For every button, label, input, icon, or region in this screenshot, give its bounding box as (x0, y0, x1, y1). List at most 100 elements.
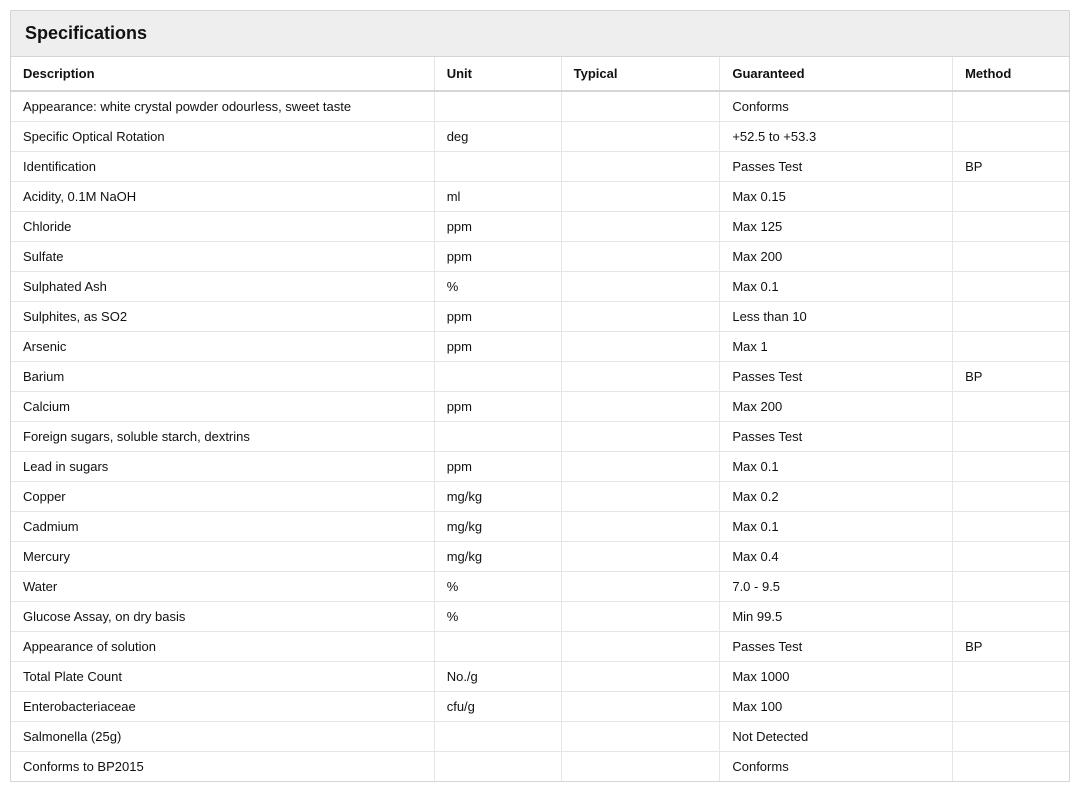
cell-description: Calcium (11, 392, 434, 422)
cell-unit: mg/kg (434, 512, 561, 542)
cell-method (953, 272, 1069, 302)
cell-unit (434, 362, 561, 392)
cell-unit: No./g (434, 662, 561, 692)
cell-description: Lead in sugars (11, 452, 434, 482)
cell-typical (561, 662, 720, 692)
cell-description: Sulphated Ash (11, 272, 434, 302)
cell-description: Enterobacteriaceae (11, 692, 434, 722)
table-row: Lead in sugarsppmMax 0.1 (11, 452, 1069, 482)
cell-guaranteed: Max 0.15 (720, 182, 953, 212)
cell-method (953, 91, 1069, 122)
cell-guaranteed: Passes Test (720, 362, 953, 392)
table-row: Identification Passes TestBP (11, 152, 1069, 182)
cell-unit (434, 752, 561, 782)
cell-description: Identification (11, 152, 434, 182)
cell-guaranteed: Max 0.1 (720, 272, 953, 302)
table-row: Coppermg/kgMax 0.2 (11, 482, 1069, 512)
table-body: Appearance: white crystal powder odourle… (11, 91, 1069, 781)
table-row: Appearance: white crystal powder odourle… (11, 91, 1069, 122)
cell-guaranteed: Min 99.5 (720, 602, 953, 632)
cell-method (953, 602, 1069, 632)
specifications-table: DescriptionUnitTypicalGuaranteedMethod A… (11, 57, 1069, 781)
table-row: Appearance of solutionPasses TestBP (11, 632, 1069, 662)
cell-description: Acidity, 0.1M NaOH (11, 182, 434, 212)
cell-unit: deg (434, 122, 561, 152)
cell-method (953, 752, 1069, 782)
table-row: SulfateppmMax 200 (11, 242, 1069, 272)
cell-guaranteed: Less than 10 (720, 302, 953, 332)
cell-unit: ppm (434, 452, 561, 482)
column-header-typical: Typical (561, 57, 720, 91)
cell-typical (561, 602, 720, 632)
cell-guaranteed: Max 200 (720, 242, 953, 272)
cell-description: Salmonella (25g) (11, 722, 434, 752)
table-row: Conforms to BP2015 Conforms (11, 752, 1069, 782)
cell-typical (561, 422, 720, 452)
cell-typical (561, 182, 720, 212)
cell-typical (561, 482, 720, 512)
table-row: Acidity, 0.1M NaOHmlMax 0.15 (11, 182, 1069, 212)
cell-description: Conforms to BP2015 (11, 752, 434, 782)
cell-description: Total Plate Count (11, 662, 434, 692)
cell-guaranteed: Passes Test (720, 632, 953, 662)
cell-guaranteed: Max 100 (720, 692, 953, 722)
cell-method (953, 452, 1069, 482)
cell-guaranteed: Conforms (720, 752, 953, 782)
cell-method (953, 692, 1069, 722)
cell-unit: ppm (434, 212, 561, 242)
cell-method (953, 122, 1069, 152)
cell-unit: % (434, 572, 561, 602)
cell-typical (561, 272, 720, 302)
cell-unit (434, 722, 561, 752)
cell-guaranteed: Passes Test (720, 152, 953, 182)
cell-guaranteed: Max 1 (720, 332, 953, 362)
cell-unit: mg/kg (434, 542, 561, 572)
cell-unit: cfu/g (434, 692, 561, 722)
cell-method: BP (953, 152, 1069, 182)
cell-description: Arsenic (11, 332, 434, 362)
cell-description: Cadmium (11, 512, 434, 542)
cell-description: Glucose Assay, on dry basis (11, 602, 434, 632)
table-header-row: DescriptionUnitTypicalGuaranteedMethod (11, 57, 1069, 91)
table-row: Mercurymg/kg Max 0.4 (11, 542, 1069, 572)
cell-method (953, 332, 1069, 362)
cell-method (953, 212, 1069, 242)
table-row: Salmonella (25g)Not Detected (11, 722, 1069, 752)
cell-typical (561, 91, 720, 122)
cell-unit (434, 632, 561, 662)
cell-description: Mercury (11, 542, 434, 572)
cell-typical (561, 512, 720, 542)
cell-method (953, 482, 1069, 512)
table-row: Water%7.0 - 9.5 (11, 572, 1069, 602)
cell-description: Sulfate (11, 242, 434, 272)
cell-guaranteed: 7.0 - 9.5 (720, 572, 953, 602)
cell-typical (561, 332, 720, 362)
column-header-guaranteed: Guaranteed (720, 57, 953, 91)
cell-typical (561, 752, 720, 782)
cell-unit (434, 91, 561, 122)
table-title: Specifications (11, 11, 1069, 57)
cell-typical (561, 242, 720, 272)
cell-method (953, 242, 1069, 272)
specifications-table-container: Specifications DescriptionUnitTypicalGua… (10, 10, 1070, 782)
cell-guaranteed: Max 0.4 (720, 542, 953, 572)
cell-description: Appearance of solution (11, 632, 434, 662)
cell-guaranteed: Passes Test (720, 422, 953, 452)
cell-typical (561, 692, 720, 722)
table-row: BariumPasses TestBP (11, 362, 1069, 392)
cell-typical (561, 452, 720, 482)
cell-unit: % (434, 602, 561, 632)
cell-method (953, 302, 1069, 332)
cell-method (953, 392, 1069, 422)
cell-typical (561, 722, 720, 752)
table-row: Enterobacteriaceaecfu/g Max 100 (11, 692, 1069, 722)
table-row: Sulphites, as SO2ppmLess than 10 (11, 302, 1069, 332)
cell-unit: mg/kg (434, 482, 561, 512)
cell-unit: ppm (434, 392, 561, 422)
cell-unit: ppm (434, 332, 561, 362)
cell-typical (561, 122, 720, 152)
cell-guaranteed: +52.5 to +53.3 (720, 122, 953, 152)
table-row: CalciumppmMax 200 (11, 392, 1069, 422)
table-row: Sulphated Ash%Max 0.1 (11, 272, 1069, 302)
cell-typical (561, 542, 720, 572)
